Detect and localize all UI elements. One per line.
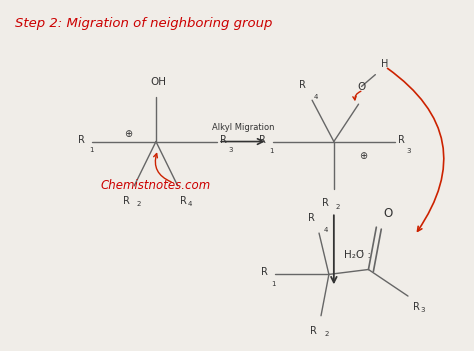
Text: R: R [78,134,85,145]
Text: Chemistnotes.com: Chemistnotes.com [101,179,211,192]
Text: 2: 2 [336,204,340,210]
Text: R: R [413,302,420,312]
Text: 1: 1 [272,281,276,287]
Text: O: O [383,207,392,220]
Text: R: R [398,134,405,145]
Text: 4: 4 [188,200,192,207]
Text: R: R [308,213,315,223]
Text: 2: 2 [136,200,141,207]
Text: O: O [357,82,365,92]
Text: R: R [299,80,306,90]
Text: 1: 1 [270,148,274,154]
Text: 3: 3 [421,307,425,313]
Text: ⊕: ⊕ [124,129,132,139]
Text: 4: 4 [314,94,319,100]
Text: 1: 1 [89,147,93,153]
Text: R: R [220,134,227,145]
Text: 3: 3 [228,147,233,153]
Text: R: R [123,196,130,206]
Text: 2: 2 [325,331,329,338]
Text: 4: 4 [324,227,328,233]
Text: Alkyl Migration: Alkyl Migration [212,123,274,132]
Text: R: R [310,326,317,336]
Text: 3: 3 [406,148,410,154]
Text: R: R [261,267,268,277]
Text: ⊕: ⊕ [359,151,367,161]
Text: R: R [322,198,329,208]
Text: H: H [381,59,389,69]
FancyArrowPatch shape [154,153,171,182]
Text: R: R [259,134,265,145]
Text: OH: OH [150,78,166,87]
Text: Step 2: Migration of neighboring group: Step 2: Migration of neighboring group [15,16,272,29]
Text: H₂Ö :: H₂Ö : [344,250,371,260]
FancyArrowPatch shape [353,91,361,100]
FancyArrowPatch shape [388,68,444,231]
Text: R: R [180,196,187,206]
